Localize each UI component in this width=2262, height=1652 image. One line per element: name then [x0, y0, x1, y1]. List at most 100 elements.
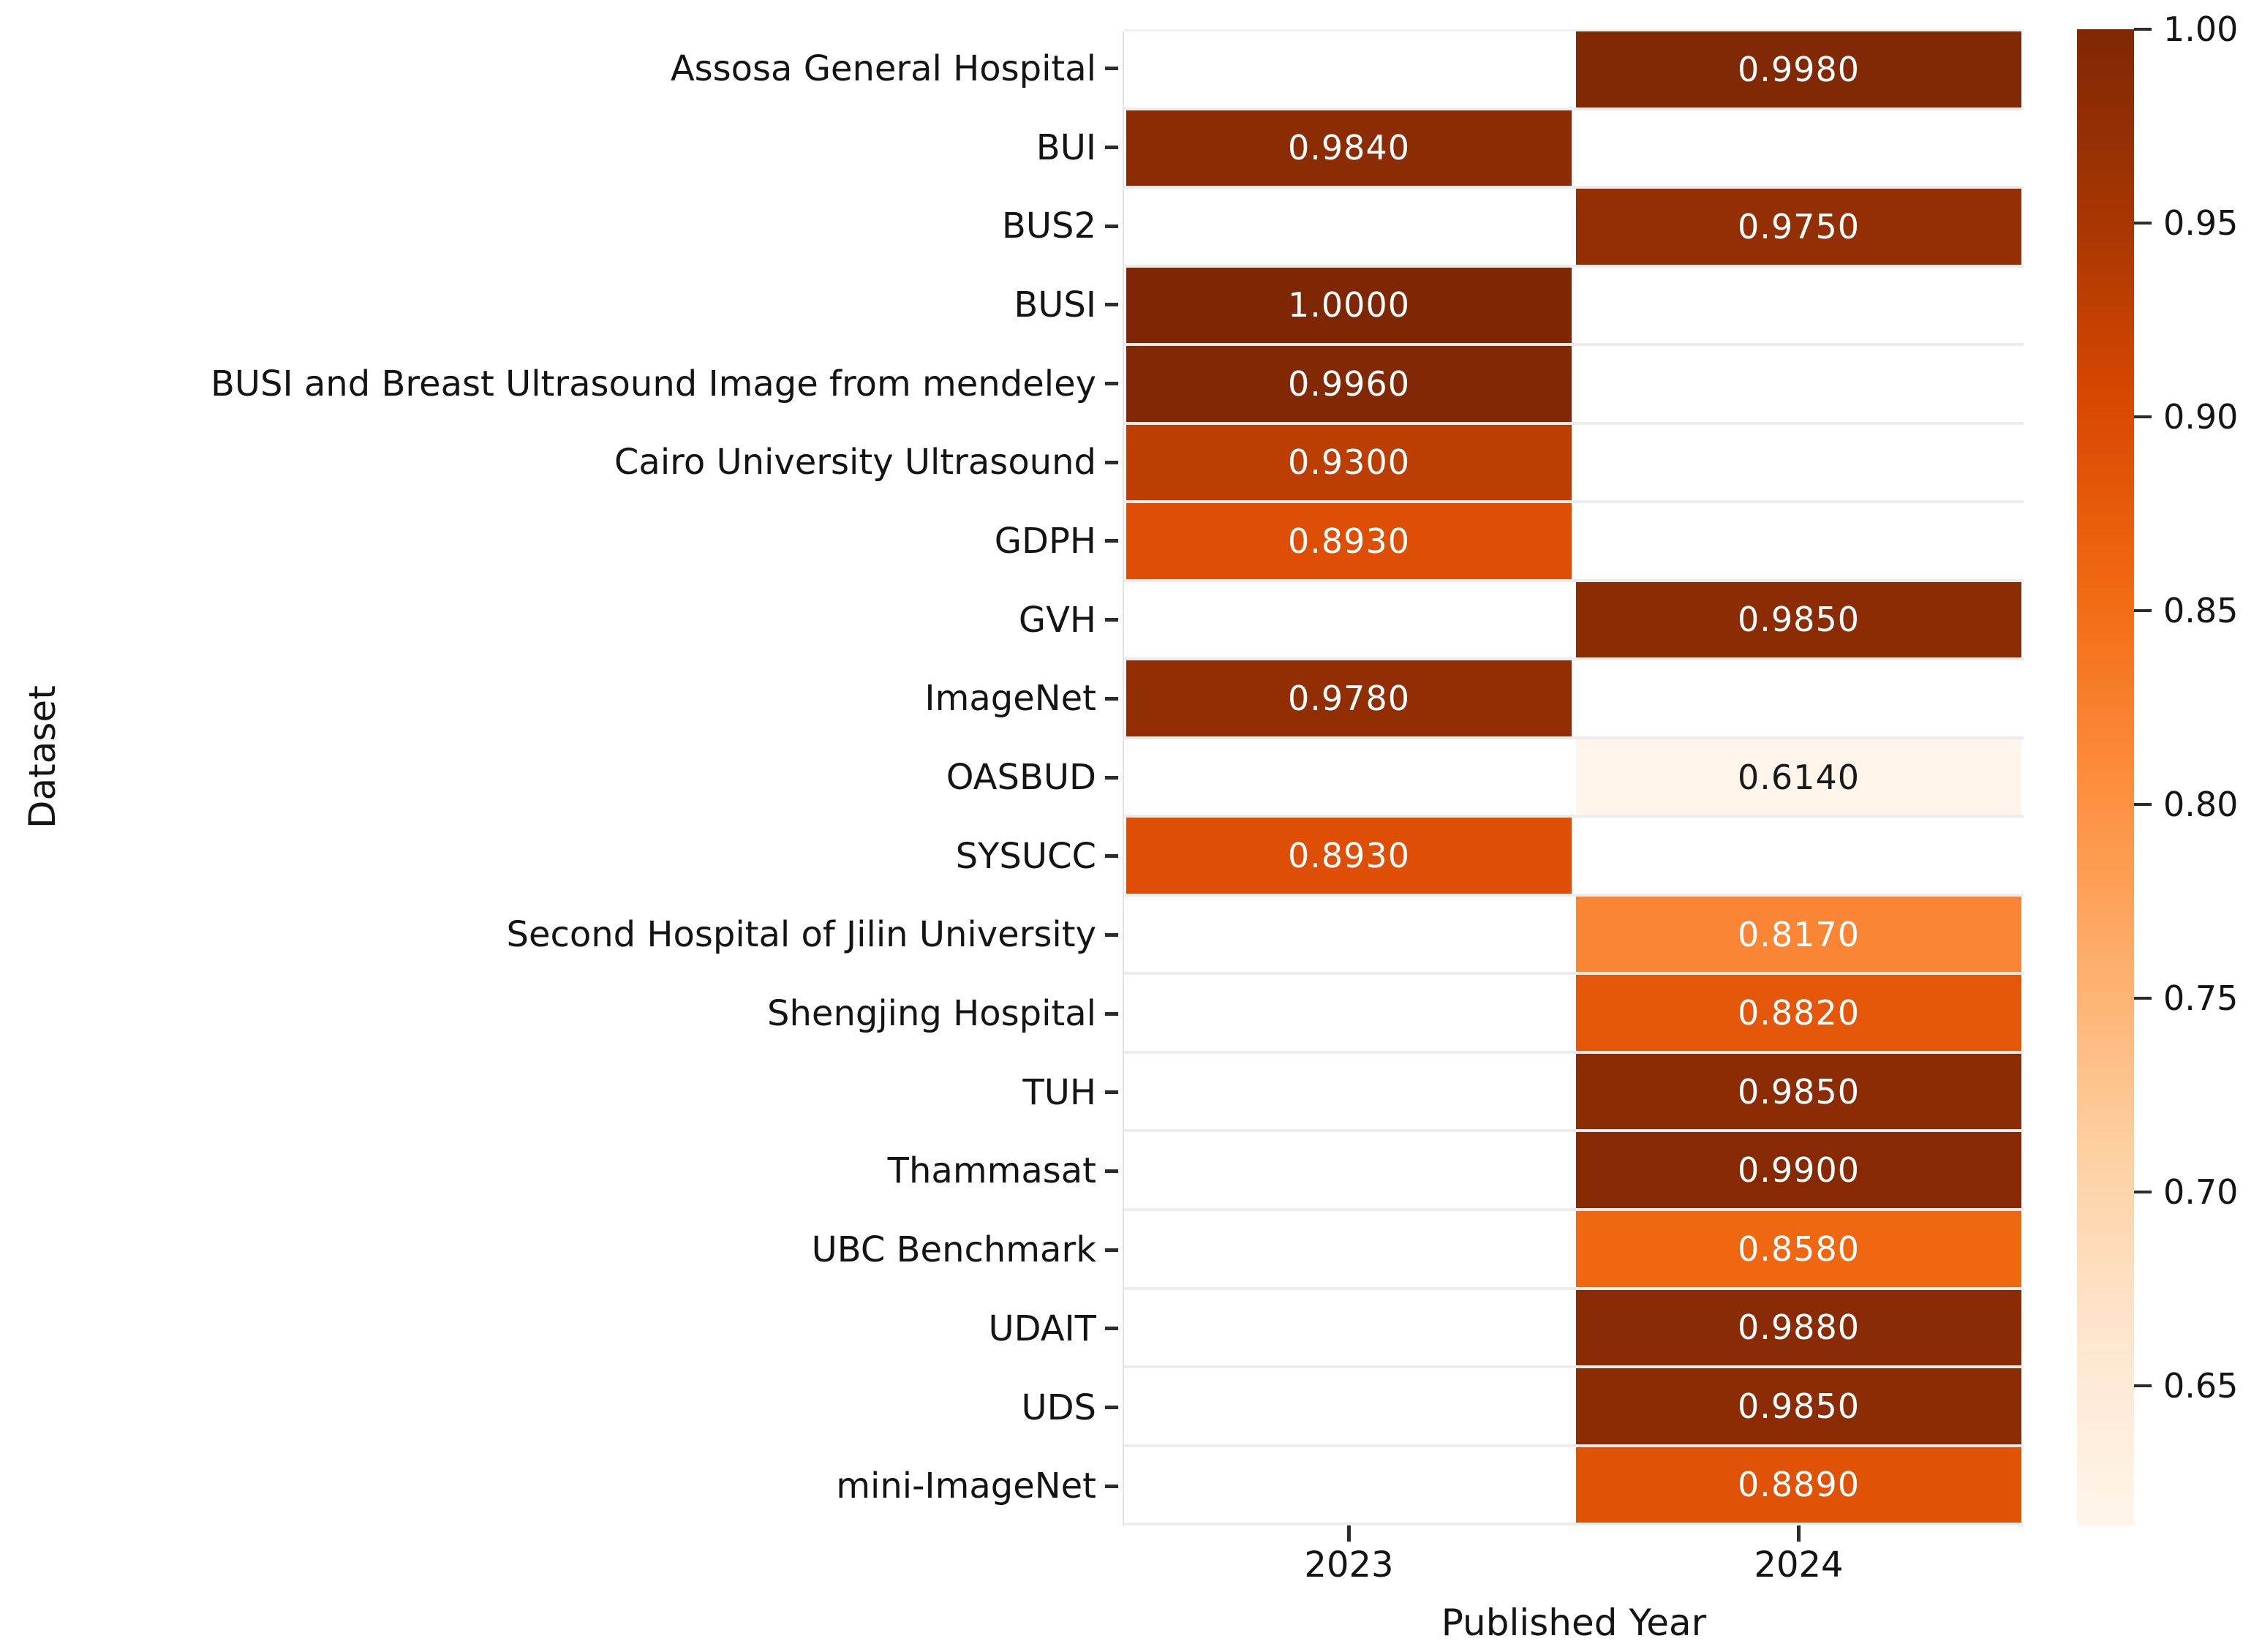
heatmap-cell: [1124, 1368, 1574, 1444]
y-tick-label: GVH: [1018, 599, 1096, 641]
y-tick-label: BUSI and Breast Ultrasound Image from me…: [210, 363, 1096, 404]
heatmap-cell: [1574, 660, 2024, 736]
heatmap-cell: [1124, 975, 1574, 1051]
y-tick-label: Thammasat: [887, 1150, 1096, 1192]
colorbar-tick-label: 0.70: [2163, 1172, 2239, 1212]
y-tick-mark: [1105, 854, 1118, 859]
cell-value: 0.8820: [1738, 993, 1860, 1033]
colorbar-tick: 0.85: [2134, 591, 2238, 630]
colorbar-tick: 0.65: [2134, 1366, 2238, 1406]
heatmap-row: 0.8930: [1124, 503, 2024, 582]
y-tick-mark: [1105, 932, 1118, 937]
colorbar-tick-label: 0.95: [2163, 203, 2239, 244]
heatmap-row: 0.9850: [1124, 1053, 2024, 1133]
y-tick-label: UDS: [1021, 1387, 1096, 1428]
heatmap-row: 0.9880: [1124, 1289, 2024, 1369]
y-tick-row: SYSUCC: [0, 817, 1124, 896]
heatmap-row: 1.0000: [1124, 267, 2024, 347]
heatmap-row: 0.6140: [1124, 739, 2024, 818]
y-tick-row: BUSI: [0, 265, 1124, 344]
heatmap-cell: [1574, 818, 2024, 894]
colorbar-tick-mark: [2134, 28, 2152, 31]
cell-value: 0.9850: [1738, 1386, 1860, 1426]
colorbar-tick-label: 0.65: [2163, 1366, 2239, 1406]
y-tick-row: ImageNet: [0, 660, 1124, 739]
y-tick-row: mini-ImageNet: [0, 1447, 1124, 1525]
y-tick-label: Second Hospital of Jilin University: [506, 914, 1096, 956]
colorbar-tick: 0.90: [2134, 397, 2238, 437]
heatmap-row: 0.8930: [1124, 818, 2024, 897]
y-tick-label: BUS2: [1001, 205, 1096, 247]
heatmap-cell: 0.9780: [1124, 660, 1574, 736]
cell-value: 0.8930: [1288, 521, 1410, 561]
colorbar-tick-mark: [2134, 222, 2152, 225]
y-tick-row: Assosa General Hospital: [0, 29, 1124, 108]
y-tick-mark: [1105, 1327, 1118, 1331]
heatmap-cell: [1124, 739, 1574, 815]
y-tick-mark: [1105, 382, 1118, 386]
heatmap-grid: 0.9980 0.9840 0.9750 1.0000 0.9960 0.9300 0.89…: [1123, 29, 2024, 1526]
y-tick-label: SYSUCC: [955, 835, 1096, 877]
heatmap-cell: 0.9880: [1574, 1289, 2024, 1366]
heatmap-cell: [1574, 267, 2024, 344]
heatmap-cell: 0.8890: [1574, 1447, 2024, 1523]
colorbar-tick-label: 1.00: [2163, 10, 2239, 49]
colorbar-tick: 1.00: [2134, 10, 2238, 49]
y-tick-label: BUSI: [1014, 284, 1096, 325]
cell-value: 0.6140: [1738, 757, 1860, 797]
heatmap-cell: [1574, 424, 2024, 501]
cell-value: 0.9900: [1738, 1150, 1860, 1191]
x-tick-label: 2023: [1304, 1544, 1394, 1585]
x-tick-mark: [1797, 1525, 1801, 1542]
heatmap-row: 0.9300: [1124, 424, 2024, 504]
heatmap-row: 0.8170: [1124, 896, 2024, 976]
y-tick-mark: [1105, 224, 1118, 228]
y-tick-label: OASBUD: [946, 757, 1096, 799]
colorbar-tick: 0.70: [2134, 1172, 2238, 1212]
heatmap-cell: 0.9750: [1574, 189, 2024, 265]
y-tick-mark: [1105, 618, 1118, 622]
colorbar-tick: 0.80: [2134, 785, 2238, 824]
y-tick-mark: [1105, 1011, 1118, 1016]
colorbar-tick-label: 0.90: [2163, 397, 2239, 437]
colorbar-tick: 0.95: [2134, 203, 2238, 243]
cell-value: 0.9980: [1738, 49, 1860, 89]
y-tick-mark: [1105, 1406, 1118, 1410]
y-tick-row: OASBUD: [0, 738, 1124, 817]
heatmap-row: 0.8820: [1124, 975, 2024, 1054]
heatmap-cell: [1124, 1053, 1574, 1130]
colorbar-tick-label: 0.80: [2163, 785, 2239, 825]
cell-value: 0.9300: [1288, 442, 1410, 483]
heatmap-cell: 0.9850: [1574, 581, 2024, 658]
heatmap-cell: 0.9900: [1574, 1132, 2024, 1208]
heatmap-cell: 0.9840: [1124, 110, 1574, 186]
heatmap-cell: 0.8930: [1124, 818, 1574, 894]
cell-value: 0.8890: [1738, 1465, 1860, 1505]
y-tick-mark: [1105, 775, 1118, 780]
heatmap-row: 0.9750: [1124, 189, 2024, 268]
heatmap-cell: [1574, 110, 2024, 186]
heatmap-cell: 0.9300: [1124, 424, 1574, 501]
y-tick-row: BUSI and Breast Ultrasound Image from me…: [0, 344, 1124, 423]
heatmap-row: 0.8890: [1124, 1447, 2024, 1526]
heatmap-cell: 0.8820: [1574, 975, 2024, 1051]
y-tick-mark: [1105, 146, 1118, 150]
y-tick-mark: [1105, 539, 1118, 543]
y-tick-row: Second Hospital of Jilin University: [0, 896, 1124, 975]
y-tick-row: UDS: [0, 1368, 1124, 1447]
y-tick-label: UDAIT: [988, 1308, 1096, 1349]
heatmap-cell: [1124, 1132, 1574, 1208]
cell-value: 0.9780: [1288, 679, 1410, 719]
y-tick-row: Shengjing Hospital: [0, 974, 1124, 1053]
heatmap-cell: [1124, 896, 1574, 973]
cell-value: 1.0000: [1288, 285, 1410, 325]
heatmap-cell: [1124, 581, 1574, 658]
colorbar-tick-mark: [2134, 803, 2152, 807]
colorbar-tick-mark: [2134, 997, 2152, 1000]
y-tick-row: BUI: [0, 108, 1124, 187]
y-tick-row: GVH: [0, 581, 1124, 660]
cell-value: 0.9750: [1738, 206, 1860, 246]
heatmap-cell: [1124, 31, 1574, 108]
y-tick-label: Assosa General Hospital: [670, 48, 1096, 89]
heatmap-row: 0.9980: [1124, 31, 2024, 110]
